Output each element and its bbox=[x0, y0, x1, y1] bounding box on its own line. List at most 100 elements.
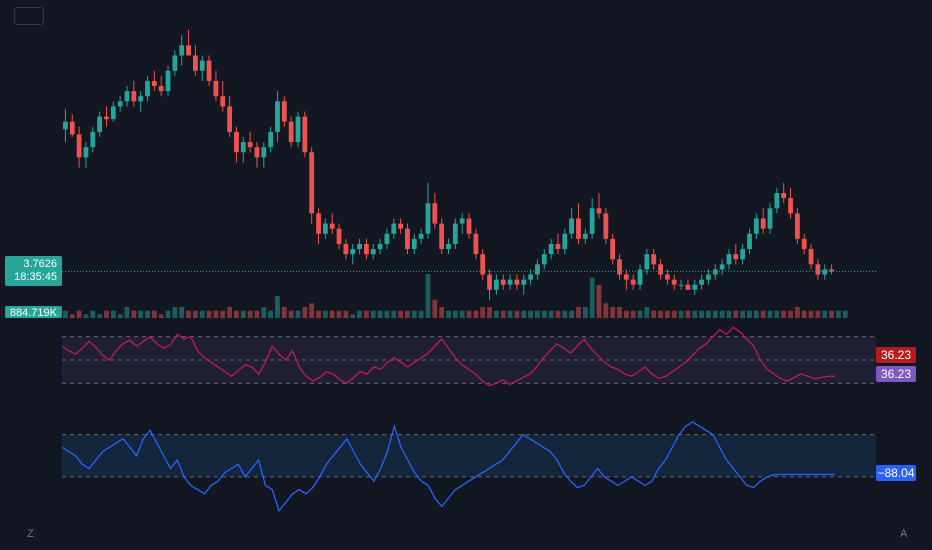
volume-bar bbox=[131, 310, 137, 318]
candle-body bbox=[760, 218, 766, 229]
candle-body bbox=[658, 264, 663, 275]
candle bbox=[480, 249, 486, 280]
volume-bar bbox=[281, 307, 287, 318]
candle-body bbox=[275, 101, 280, 132]
volume-bar bbox=[220, 310, 226, 318]
candle bbox=[473, 228, 479, 260]
candle bbox=[247, 131, 253, 153]
candle bbox=[364, 238, 369, 260]
candle-body bbox=[596, 208, 602, 214]
volume-bar bbox=[528, 310, 533, 318]
candle-body bbox=[712, 269, 718, 275]
candle bbox=[104, 106, 109, 127]
volume-bar bbox=[432, 299, 438, 318]
candle-body bbox=[151, 80, 157, 87]
auto-scale-left-button[interactable]: Z bbox=[27, 528, 34, 540]
candle bbox=[733, 243, 739, 265]
candle-body bbox=[432, 203, 438, 224]
candle bbox=[63, 108, 68, 143]
volume-bar bbox=[104, 310, 109, 318]
candle-body bbox=[541, 254, 547, 265]
volume-bar bbox=[794, 307, 800, 318]
candle bbox=[145, 75, 150, 102]
toolbar-toggle-button[interactable] bbox=[14, 7, 44, 25]
volume-bar bbox=[706, 310, 711, 318]
candle-body bbox=[767, 208, 773, 229]
candle-body bbox=[617, 259, 622, 275]
candle-body bbox=[589, 208, 595, 234]
candle bbox=[589, 198, 595, 239]
candle-body bbox=[794, 213, 800, 239]
candle bbox=[261, 142, 267, 168]
candle bbox=[281, 96, 287, 127]
candle-body bbox=[316, 213, 321, 234]
candle bbox=[596, 193, 602, 219]
candle bbox=[288, 116, 294, 148]
volume-bar bbox=[398, 310, 404, 318]
volume-bar bbox=[69, 314, 75, 318]
candle bbox=[747, 228, 752, 255]
rsi-band bbox=[62, 336, 876, 384]
volume-bar bbox=[514, 310, 520, 318]
candle-body bbox=[493, 279, 499, 290]
volume-bar bbox=[555, 310, 561, 318]
candle bbox=[405, 223, 410, 255]
candle-body bbox=[329, 223, 335, 229]
candle bbox=[391, 218, 397, 239]
volume-bar bbox=[364, 310, 369, 318]
candle bbox=[124, 86, 130, 107]
candle bbox=[220, 80, 226, 112]
candle-body bbox=[295, 116, 301, 143]
candle bbox=[432, 193, 438, 229]
volume-bar bbox=[329, 310, 335, 318]
candle-body bbox=[240, 142, 246, 153]
candle bbox=[541, 249, 547, 270]
last-price-badge: 3.7626 18:35:45 bbox=[5, 256, 62, 286]
candle-body bbox=[165, 70, 171, 92]
volume-bar bbox=[357, 310, 362, 318]
candle bbox=[97, 111, 103, 137]
volume-bar bbox=[836, 310, 841, 318]
volume-bar bbox=[733, 310, 739, 318]
volume-bar bbox=[302, 307, 308, 318]
rsi-value-badge-a: 36.23 bbox=[876, 347, 916, 363]
candle bbox=[131, 80, 137, 107]
volume-bar bbox=[541, 310, 547, 318]
candle bbox=[452, 218, 458, 250]
candle bbox=[309, 147, 315, 224]
volume-bar bbox=[548, 310, 554, 318]
candle bbox=[740, 243, 746, 265]
candle-body bbox=[726, 254, 732, 265]
candle-body bbox=[808, 249, 814, 265]
candle bbox=[685, 279, 691, 290]
candle-body bbox=[507, 279, 513, 285]
candle bbox=[774, 187, 780, 214]
candle-body bbox=[644, 254, 650, 270]
candle-body bbox=[227, 106, 232, 132]
candle-body bbox=[829, 269, 834, 272]
candle bbox=[234, 126, 239, 163]
candle bbox=[172, 50, 178, 76]
candle-body bbox=[582, 233, 588, 239]
candle bbox=[788, 187, 793, 219]
candle bbox=[562, 228, 568, 255]
volume-bar bbox=[842, 310, 848, 318]
volume-bar bbox=[671, 310, 677, 318]
candle bbox=[329, 213, 335, 234]
candle bbox=[576, 203, 581, 244]
candle-body bbox=[576, 218, 581, 239]
volume-bar bbox=[521, 310, 527, 318]
volume-bar bbox=[623, 310, 629, 318]
volume-bar bbox=[199, 310, 205, 318]
volume-bar bbox=[692, 310, 698, 318]
candle bbox=[644, 249, 650, 275]
auto-scale-right-button[interactable]: A bbox=[900, 528, 908, 540]
candle bbox=[370, 243, 376, 260]
volume-bar bbox=[336, 310, 342, 318]
volume-bar bbox=[117, 314, 123, 318]
candle-body bbox=[706, 274, 711, 280]
volume-bar bbox=[213, 310, 219, 318]
candle bbox=[418, 228, 424, 244]
